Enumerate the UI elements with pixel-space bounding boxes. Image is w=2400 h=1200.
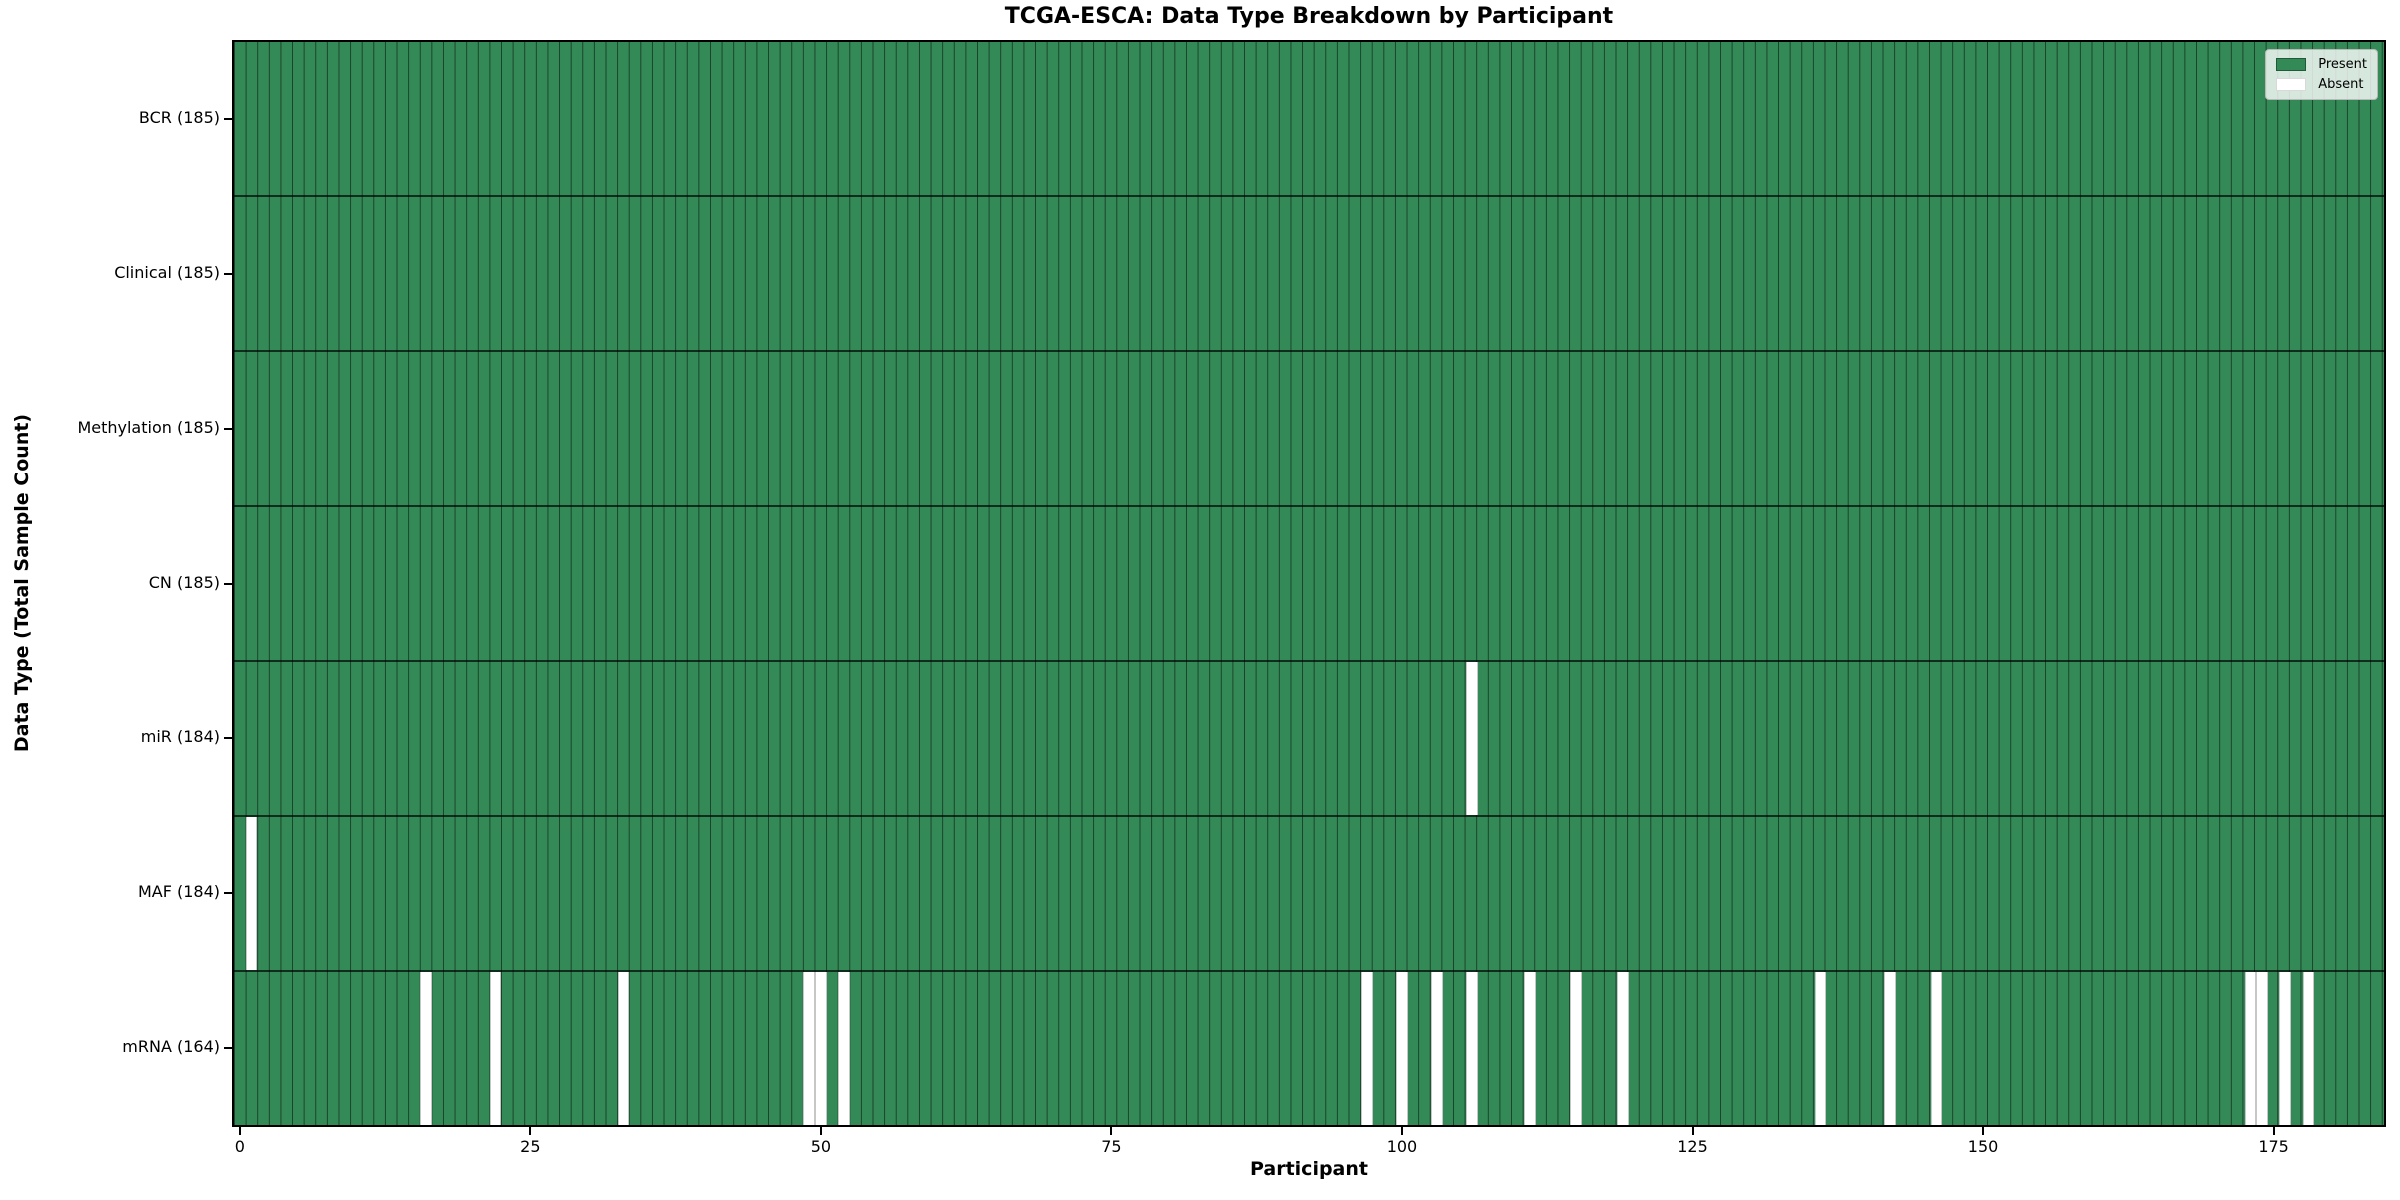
absent-bar-mRNA-111: [1524, 972, 1536, 1125]
x-axis-label: Participant: [1249, 1158, 1368, 1180]
legend-label-present: Present: [2318, 57, 2367, 72]
y-tick-label-miR: miR (184): [140, 727, 220, 747]
absent-bar-mRNA-142: [1884, 972, 1896, 1125]
absent-bar-mRNA-146: [1930, 972, 1943, 1125]
absent-bar-mRNA-50: [815, 972, 827, 1125]
y-tick-mark-miR: [224, 737, 232, 740]
x-tick-mark-50: [819, 1127, 822, 1135]
x-tick-label-100: 100: [1386, 1137, 1418, 1156]
chart-title: TCGA-ESCA: Data Type Breakdown by Partic…: [1004, 4, 1614, 29]
legend: Present Absent: [2265, 49, 2378, 100]
legend-item-absent: Absent: [2276, 77, 2367, 92]
legend-item-present: Present: [2276, 57, 2367, 72]
x-tick-label-175: 175: [2258, 1137, 2289, 1156]
heatmap-row-Methylation: [234, 350, 2384, 505]
absent-bar-miR-106: [1465, 662, 1478, 815]
absent-bar-MAF-1: [245, 817, 258, 970]
present-swatch-icon: [2276, 58, 2307, 71]
y-tick-label-BCR: BCR (185): [138, 108, 220, 128]
y-tick-label-Methylation: Methylation (185): [77, 417, 220, 437]
absent-bar-mRNA-22: [489, 972, 502, 1125]
y-tick-mark-BCR: [224, 118, 232, 121]
x-tick-mark-150: [1982, 1127, 1985, 1135]
x-tick-mark-100: [1400, 1127, 1403, 1135]
y-tick-label-MAF: MAF (184): [137, 881, 220, 901]
absent-bar-mRNA-33: [617, 972, 630, 1125]
y-tick-mark-Methylation: [224, 427, 232, 430]
absent-bar-mRNA-97: [1361, 972, 1373, 1125]
y-tick-mark-mRNA: [224, 1046, 232, 1049]
absent-bar-mRNA-136: [1814, 972, 1827, 1125]
absent-bar-mRNA-176: [2279, 972, 2291, 1125]
y-tick-mark-MAF: [224, 891, 232, 894]
x-tick-mark-125: [1691, 1127, 1694, 1135]
x-tick-mark-0: [238, 1127, 241, 1135]
heatmap-row-Clinical: [234, 195, 2384, 350]
absent-bar-mRNA-115: [1570, 972, 1583, 1125]
heatmap-row-mRNA: [234, 970, 2384, 1125]
absent-swatch-icon: [2276, 78, 2307, 91]
legend-label-absent: Absent: [2318, 77, 2364, 92]
x-tick-label-50: 50: [810, 1137, 832, 1156]
x-tick-mark-75: [1110, 1127, 1113, 1135]
x-tick-label-125: 125: [1677, 1137, 1708, 1156]
x-tick-label-150: 150: [1967, 1137, 1999, 1156]
absent-bar-mRNA-119: [1616, 972, 1629, 1125]
absent-bar-mRNA-106: [1465, 972, 1478, 1125]
heatmap-row-miR: [234, 660, 2384, 815]
x-tick-mark-175: [2272, 1127, 2275, 1135]
absent-bar-mRNA-178: [2302, 972, 2315, 1125]
plot-area: Present Absent: [232, 40, 2386, 1127]
absent-bar-mRNA-49: [803, 972, 816, 1125]
y-tick-label-mRNA: mRNA (164): [122, 1036, 220, 1056]
heatmap-row-CN: [234, 505, 2384, 660]
x-tick-label-25: 25: [520, 1137, 541, 1156]
absent-bar-mRNA-52: [838, 972, 850, 1125]
y-tick-mark-CN: [224, 582, 232, 585]
y-tick-label-CN: CN (185): [148, 572, 220, 592]
heatmap-row-BCR: [234, 42, 2384, 195]
x-tick-mark-25: [529, 1127, 532, 1135]
absent-bar-mRNA-174: [2256, 972, 2268, 1125]
x-tick-label-75: 75: [1101, 1137, 1122, 1156]
absent-bar-mRNA-16: [419, 972, 432, 1125]
x-tick-label-0: 0: [234, 1137, 245, 1156]
heatmap-row-MAF: [234, 815, 2384, 970]
absent-bar-mRNA-173: [2244, 972, 2257, 1125]
absent-bar-mRNA-103: [1431, 972, 1443, 1125]
y-tick-mark-Clinical: [224, 273, 232, 276]
y-tick-label-Clinical: Clinical (185): [114, 263, 220, 283]
absent-bar-mRNA-100: [1396, 972, 1408, 1125]
